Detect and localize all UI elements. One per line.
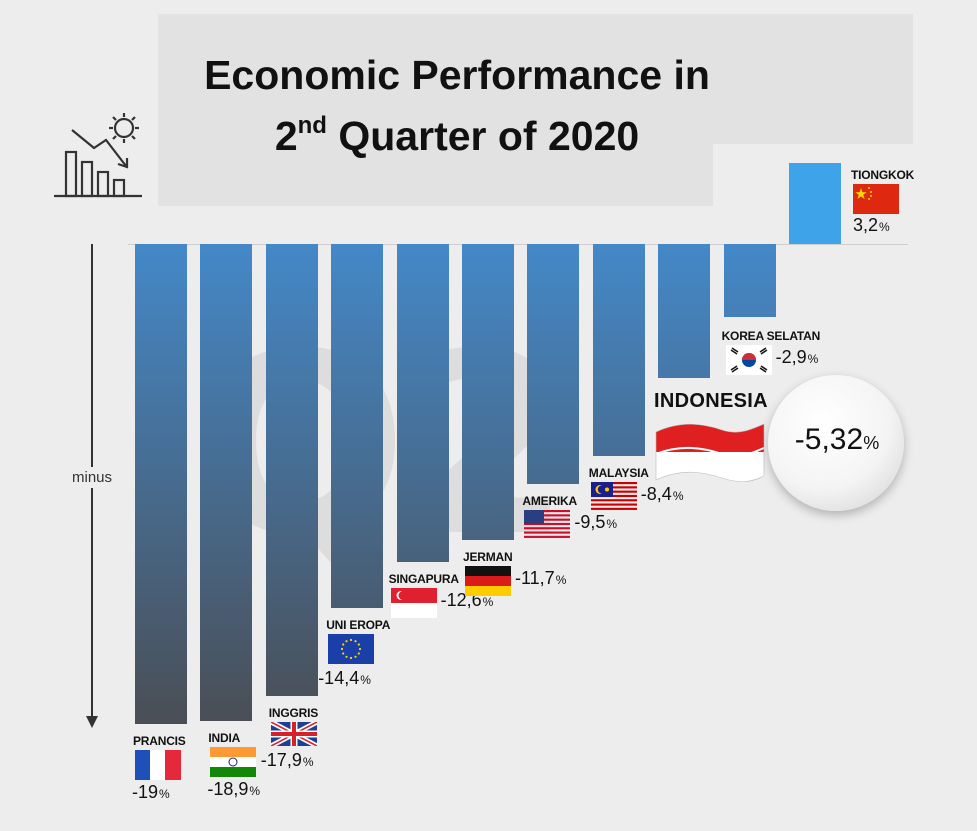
indonesia-label: INDONESIA	[654, 390, 768, 412]
indonesia-value-number: -5,32	[794, 423, 864, 456]
value-unit-malaysia: %	[672, 489, 684, 504]
value-unit-india: %	[249, 784, 261, 799]
declining-bar-chart-icon	[54, 113, 142, 198]
indonesia-value-unit: %	[863, 433, 880, 453]
bar-malaysia	[592, 244, 645, 457]
country-label-amerika: AMERIKA	[522, 494, 577, 508]
france-flag-icon	[135, 750, 181, 780]
value-unit-tiongkok: %	[879, 220, 890, 235]
country-label-uni-eropa: UNI EROPA	[326, 617, 391, 632]
value-number-india: -18,9	[207, 779, 249, 800]
bar-jerman	[462, 244, 514, 540]
indonesia-value: -5,32%	[772, 423, 902, 457]
value-label-amerika: -9,5%	[574, 512, 617, 533]
value-unit-singapura: %	[482, 595, 494, 610]
bar-india	[200, 244, 253, 722]
country-label-tiongkok: TIONGKOK	[851, 168, 915, 183]
bar-inggris	[265, 244, 318, 697]
usa-flag-icon	[524, 510, 571, 538]
indonesia-flag-icon	[655, 423, 765, 482]
south-korea-flag-icon	[725, 345, 772, 376]
malaysia-flag-icon	[590, 482, 637, 511]
country-label-malaysia: MALAYSIA	[588, 466, 649, 481]
value-number-uni-eropa: -14,4	[318, 667, 360, 688]
value-number-jerman: -11,7	[515, 567, 555, 588]
title-background	[158, 14, 713, 206]
eu-flag-icon	[328, 633, 375, 664]
indonesia-value-bubble	[768, 375, 904, 511]
country-label-prancis: PRANCIS	[133, 734, 186, 748]
value-label-malaysia: -8,4%	[641, 484, 684, 505]
value-number-korea-selatan: -2,9	[775, 347, 807, 368]
china-flag-icon	[853, 184, 899, 215]
value-unit-korea-selatan: %	[807, 352, 819, 367]
value-unit-amerika: %	[606, 517, 618, 531]
value-number-inggris: -17,9	[260, 750, 302, 771]
country-label-india: INDIA	[208, 731, 241, 746]
bar-amerika	[527, 244, 580, 484]
value-label-jerman: -11,7%	[515, 568, 566, 589]
country-label-singapura: SINGAPURA	[388, 572, 459, 587]
uk-flag-icon	[270, 722, 317, 747]
bar-singapura	[396, 244, 449, 563]
chart-title-line1: Economic Performance in	[204, 52, 710, 98]
value-label-inggris: -17,9%	[261, 750, 314, 771]
bar-korea-selatan	[723, 244, 776, 318]
singapore-flag-icon	[390, 588, 437, 619]
quarter-ordinal: nd	[297, 112, 327, 139]
value-label-prancis: -19%	[132, 782, 170, 803]
chart-title-line2: 2nd Quarter of 2020	[158, 112, 756, 160]
value-label-uni-eropa: -14,4%	[318, 668, 371, 689]
value-unit-prancis: %	[159, 787, 170, 801]
value-label-korea-selatan: -2,9%	[776, 347, 819, 368]
quarter-number: 2	[274, 113, 298, 159]
value-number-prancis: -19	[132, 782, 159, 802]
country-label-jerman: JERMAN	[463, 549, 513, 564]
value-number-malaysia: -8,4	[640, 484, 672, 505]
title-background-right	[713, 14, 913, 144]
minus-axis-label: minus	[72, 467, 113, 488]
quarter-rest: Quarter of 2020	[338, 113, 640, 159]
value-unit-uni-eropa: %	[360, 672, 371, 687]
india-flag-icon	[210, 747, 257, 778]
bar-indonesia	[658, 244, 711, 379]
bar-prancis	[135, 244, 187, 724]
value-label-india: -18,9%	[207, 779, 260, 800]
zero-baseline	[128, 244, 908, 245]
value-number-tiongkok: 3,2	[853, 215, 879, 236]
country-label-korea-selatan: KOREA SELATAN	[721, 329, 821, 344]
bar-uni-eropa	[331, 244, 384, 608]
germany-flag-icon	[465, 565, 511, 596]
value-label-tiongkok: 3,2%	[853, 215, 890, 236]
value-unit-inggris: %	[302, 755, 314, 770]
minus-axis-arrow	[86, 244, 98, 728]
bar-tiongkok	[789, 163, 841, 244]
value-number-amerika: -9,5	[574, 512, 606, 532]
value-unit-jerman: %	[555, 572, 567, 587]
country-label-inggris: INGGRIS	[268, 706, 319, 721]
